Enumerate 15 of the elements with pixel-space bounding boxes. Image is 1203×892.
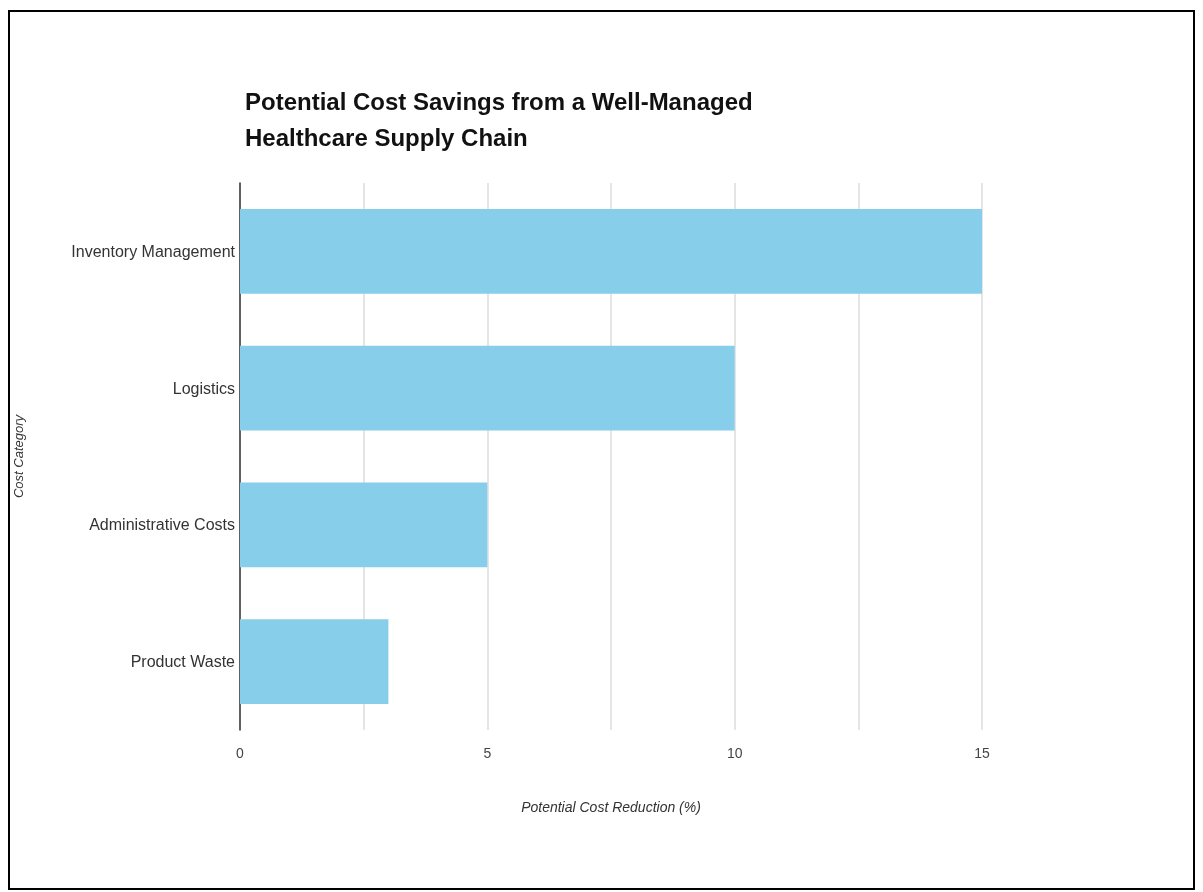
x-axis-title: Potential Cost Reduction (%): [521, 799, 701, 815]
bar: [240, 482, 488, 568]
bar: [240, 345, 735, 431]
bar: [240, 208, 982, 294]
x-tick-label: 15: [974, 745, 990, 761]
y-tick-label: Inventory Management: [71, 242, 236, 260]
x-tick-label: 0: [236, 745, 245, 761]
y-tick-label: Logistics: [172, 379, 235, 397]
bar: [240, 619, 389, 705]
x-tick-label: 10: [726, 745, 743, 761]
y-tick-label: Product Waste: [130, 653, 236, 671]
y-axis-title: Cost Category: [11, 413, 26, 499]
y-tick-label: Administrative Costs: [89, 516, 235, 534]
x-tick-label: 5: [483, 745, 492, 761]
chart-title: Potential Cost Savings from a Well-Managed Healthcare Supply Chain: [245, 87, 753, 151]
